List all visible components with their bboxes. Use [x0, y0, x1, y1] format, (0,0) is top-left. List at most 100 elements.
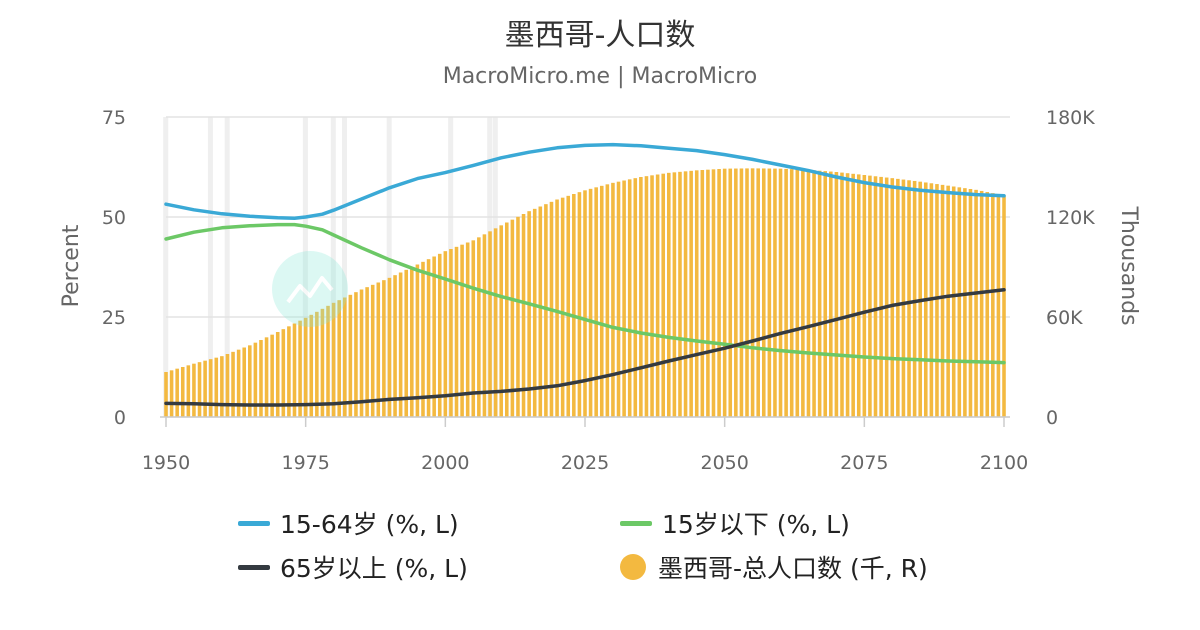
legend-item-over-65[interactable]: 65岁以上 (%, L): [238, 549, 468, 585]
chart-canvas: 0 25 50 75 0 60K 120K 180K 1950 1975 2000 2025 2050 2…: [59, 107, 1141, 474]
legend-line-icon: [620, 520, 652, 526]
y-tick-label-right: 180K: [1046, 107, 1095, 129]
population-bar: [527, 211, 531, 417]
population-bar: [711, 169, 716, 417]
population-bar: [946, 185, 950, 417]
population-bar: [270, 334, 274, 417]
legend-label: 15-64岁 (%, L): [280, 510, 459, 539]
shaded-band: [207, 117, 213, 417]
population-bar: [957, 187, 962, 417]
legend-label: 墨西哥-总人口数 (千, R): [658, 554, 928, 583]
population-bar: [616, 181, 621, 417]
x-tick-label: 2000: [421, 452, 469, 474]
y-axis-right-label: Thousands: [1116, 205, 1141, 325]
population-bar: [365, 287, 369, 417]
y-tick-label-left: 0: [114, 407, 126, 429]
shaded-band: [341, 117, 348, 417]
population-bar: [577, 192, 582, 417]
population-bar: [460, 244, 464, 417]
x-tick-label: 1950: [142, 452, 190, 474]
population-bar: [834, 172, 839, 417]
population-bar: [175, 368, 179, 417]
legend-line-icon: [238, 564, 270, 570]
shaded-band: [386, 117, 392, 417]
population-bar: [817, 170, 822, 417]
population-bar: [890, 178, 895, 417]
population-bar: [544, 204, 548, 417]
population-bar: [996, 194, 1001, 417]
population-bar: [331, 302, 336, 417]
population-bar: [259, 340, 263, 417]
population-bar: [354, 292, 358, 417]
legend-item-population[interactable]: 墨西哥-总人口数 (千, R): [620, 549, 928, 585]
population-bar: [342, 297, 347, 417]
legend-dot-icon: [620, 554, 646, 580]
population-bar: [862, 175, 867, 417]
population-bars: [164, 168, 1006, 417]
population-bar: [639, 177, 643, 417]
population-bar: [359, 289, 364, 417]
population-bar: [488, 231, 492, 417]
population-bar: [248, 345, 252, 417]
population-bar: [667, 172, 671, 417]
population-bar: [985, 192, 990, 417]
population-bar: [493, 228, 498, 417]
population-bar: [734, 168, 738, 417]
population-bar: [315, 311, 319, 417]
population-bar: [678, 171, 682, 417]
population-bar: [722, 168, 727, 417]
watermark-logo: [272, 251, 348, 327]
population-bar: [901, 179, 906, 417]
population-bar: [829, 171, 833, 417]
y-axis-left-label: Percent: [59, 224, 84, 307]
population-bar: [789, 169, 794, 417]
population-bar: [767, 168, 772, 417]
series-lines: [164, 142, 1006, 407]
population-bar: [421, 261, 425, 417]
population-bar: [303, 317, 308, 417]
population-bar: [728, 168, 733, 417]
population-bar: [795, 169, 800, 417]
population-bar: [192, 363, 196, 417]
population-bar: [410, 267, 414, 417]
population-bar: [599, 185, 604, 417]
population-bar: [387, 277, 392, 417]
population-bar: [320, 308, 325, 417]
population-bar: [516, 216, 520, 417]
legend-item-working-age[interactable]: 15-64岁 (%, L): [238, 505, 459, 541]
chart-title: 墨西哥-人口数: [504, 18, 696, 53]
population-bar: [778, 168, 783, 417]
population-bar: [499, 225, 503, 417]
population-bar: [169, 370, 174, 417]
population-bar: [650, 175, 654, 417]
population-bar: [672, 172, 677, 417]
y-tick-label-right: 60K: [1046, 307, 1083, 329]
population-bar: [963, 188, 967, 417]
legend-line-icon: [238, 520, 270, 526]
series-line-65岁以上 (%, L): [164, 288, 1006, 407]
population-bar: [627, 179, 632, 417]
population-bar: [605, 184, 610, 417]
y-tick-label-left: 75: [102, 107, 126, 129]
population-bar: [560, 197, 565, 417]
legend-item-under-15[interactable]: 15岁以下 (%, L): [620, 505, 850, 541]
population-bar: [611, 182, 615, 417]
population-bar: [622, 180, 626, 417]
population-bar: [376, 282, 381, 417]
population-bar: [1002, 195, 1006, 417]
legend-label: 65岁以上 (%, L): [280, 554, 468, 583]
population-bar: [426, 259, 431, 417]
population-bar: [225, 354, 230, 417]
population-bar: [220, 356, 224, 417]
population-bar: [588, 188, 593, 417]
population-bar: [309, 314, 314, 417]
population-bar: [504, 222, 509, 417]
population-bar: [683, 171, 688, 417]
population-bar: [851, 173, 855, 417]
population-bar: [661, 173, 666, 417]
population-bar: [370, 284, 375, 417]
population-bar: [382, 280, 386, 417]
population-bar: [806, 169, 811, 417]
population-bar: [812, 170, 816, 417]
population-bar: [326, 305, 330, 417]
